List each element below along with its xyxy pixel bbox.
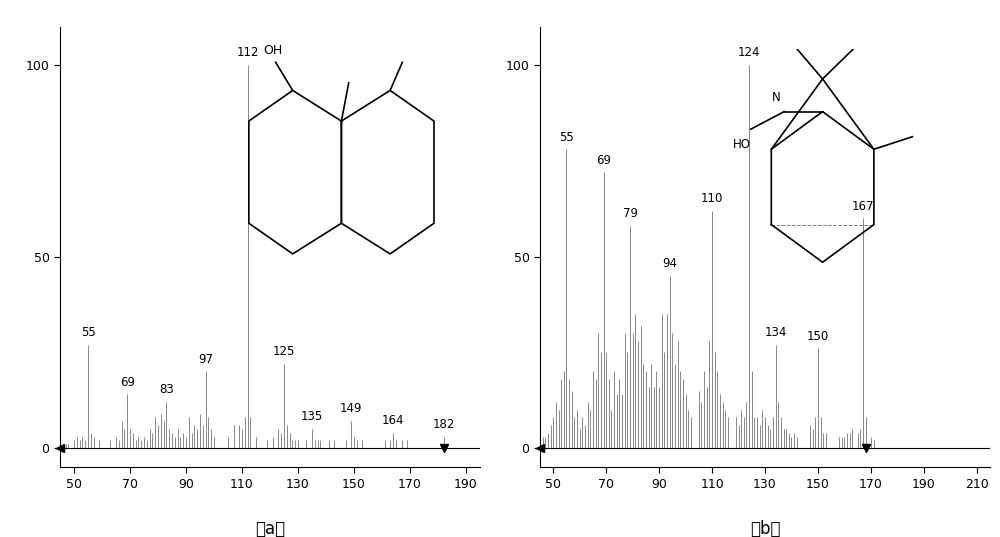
- Text: 69: 69: [120, 376, 135, 389]
- Text: 149: 149: [340, 403, 362, 416]
- Text: 69: 69: [596, 154, 611, 166]
- Text: 167: 167: [852, 200, 874, 213]
- Text: 55: 55: [559, 130, 574, 143]
- Text: 110: 110: [701, 192, 723, 205]
- Text: 97: 97: [198, 353, 213, 366]
- Text: 79: 79: [622, 207, 638, 220]
- Text: 125: 125: [273, 345, 295, 358]
- Text: 182: 182: [432, 418, 455, 431]
- Text: （a）: （a）: [255, 520, 285, 537]
- Text: 124: 124: [738, 46, 760, 60]
- Text: 55: 55: [81, 326, 95, 339]
- Text: 112: 112: [236, 46, 259, 60]
- Text: 164: 164: [382, 414, 404, 427]
- Text: 135: 135: [301, 410, 323, 423]
- Text: （b）: （b）: [750, 520, 780, 537]
- Text: 83: 83: [159, 383, 174, 396]
- Text: 150: 150: [807, 330, 829, 343]
- Text: 134: 134: [764, 326, 787, 339]
- Text: 94: 94: [662, 257, 677, 270]
